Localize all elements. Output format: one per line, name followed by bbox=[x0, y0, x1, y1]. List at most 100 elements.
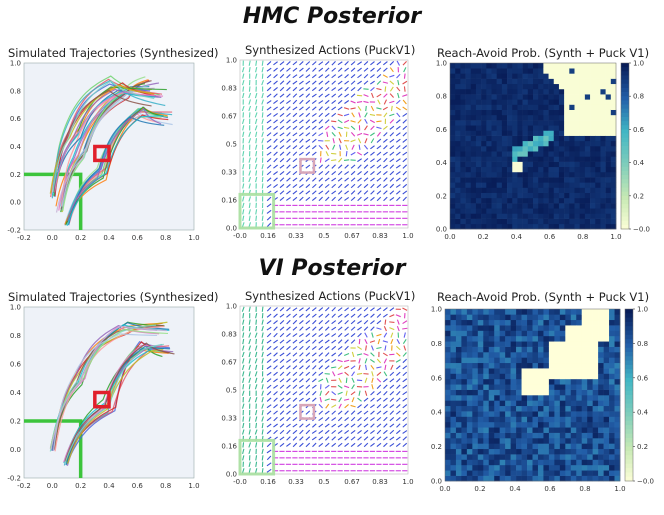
heatmap-cell bbox=[461, 314, 468, 321]
heatmap-cell bbox=[477, 352, 484, 358]
action-arrow bbox=[286, 319, 291, 325]
heatmap-cell bbox=[570, 325, 577, 331]
heatmap-cell bbox=[527, 400, 533, 407]
heatmap-cell bbox=[475, 114, 482, 121]
heatmap-cell bbox=[579, 218, 586, 225]
action-arrow bbox=[305, 442, 311, 448]
action-arrow bbox=[312, 326, 317, 331]
heatmap-cell bbox=[570, 341, 577, 347]
heatmap-cell bbox=[614, 330, 621, 337]
colorbar-segment bbox=[621, 175, 629, 180]
action-arrow bbox=[305, 436, 311, 441]
heatmap-cell bbox=[610, 182, 617, 188]
action-arrow bbox=[324, 86, 330, 92]
heatmap-cell bbox=[579, 94, 586, 100]
action-arrow bbox=[365, 105, 367, 112]
heatmap-cell bbox=[614, 427, 621, 433]
heatmap-cell bbox=[570, 357, 577, 364]
heatmap-cell bbox=[595, 135, 601, 142]
heatmap-cell bbox=[537, 335, 544, 342]
heatmap-cell bbox=[512, 88, 518, 95]
heatmap-cell bbox=[609, 448, 615, 455]
heatmap-cell bbox=[598, 427, 604, 433]
heatmap-cell bbox=[553, 218, 560, 225]
heatmap-cell bbox=[565, 432, 572, 439]
heatmap-cell bbox=[548, 357, 555, 364]
heatmap-cell bbox=[569, 120, 575, 126]
action-arrow bbox=[261, 384, 264, 390]
action-arrow bbox=[311, 87, 317, 92]
heatmap-cell bbox=[499, 411, 506, 417]
heatmap-cell bbox=[499, 352, 506, 358]
heatmap-cell bbox=[574, 63, 580, 69]
colorbar-tick-label: 0.2 bbox=[633, 192, 644, 200]
heatmap-cell bbox=[548, 177, 555, 183]
heatmap-cell bbox=[603, 362, 610, 369]
action-arrow bbox=[266, 306, 272, 312]
heatmap-cell bbox=[510, 325, 517, 331]
heatmap-cell bbox=[598, 421, 604, 428]
action-arrow bbox=[266, 429, 272, 435]
heatmap-cell bbox=[455, 470, 462, 476]
heatmap-cell bbox=[581, 448, 588, 455]
action-arrow bbox=[299, 345, 304, 351]
heatmap-cell bbox=[466, 454, 473, 460]
heatmap-cell bbox=[533, 125, 539, 131]
action-arrow bbox=[350, 423, 356, 428]
action-arrow bbox=[248, 170, 251, 176]
heatmap-cell bbox=[564, 213, 570, 219]
heatmap-cell bbox=[543, 120, 549, 126]
heatmap-cell bbox=[522, 151, 529, 157]
action-arrow bbox=[286, 410, 291, 415]
action-arrow bbox=[324, 93, 330, 98]
heatmap-cell bbox=[592, 438, 599, 444]
heatmap-cell bbox=[491, 135, 497, 142]
heatmap-cell bbox=[559, 314, 566, 321]
colorbar-segment bbox=[625, 407, 633, 413]
heatmap-cell bbox=[455, 448, 462, 455]
heatmap-cell bbox=[590, 88, 596, 95]
action-arrow bbox=[370, 423, 375, 428]
heatmap-cell bbox=[501, 78, 508, 85]
heatmap-cell bbox=[579, 78, 586, 85]
heatmap-cell bbox=[610, 166, 617, 173]
action-arrow bbox=[299, 138, 304, 144]
action-arrow bbox=[338, 397, 342, 403]
action-arrow bbox=[255, 455, 258, 461]
heatmap-cell bbox=[532, 325, 539, 331]
action-arrow bbox=[305, 164, 311, 169]
heatmap-cell bbox=[496, 109, 503, 116]
action-arrow bbox=[266, 222, 272, 228]
action-arrow bbox=[371, 371, 374, 377]
heatmap-cell bbox=[527, 405, 533, 412]
heatmap-cell bbox=[537, 368, 544, 374]
heatmap-cell bbox=[491, 203, 497, 209]
heatmap-cell bbox=[527, 314, 533, 321]
colorbar-segment bbox=[621, 212, 629, 217]
action-arrow bbox=[273, 100, 278, 104]
heatmap-cell bbox=[501, 208, 508, 214]
x-tick-label: 0.2 bbox=[75, 234, 86, 242]
action-arrow bbox=[286, 345, 291, 351]
heatmap-cell bbox=[595, 166, 601, 173]
action-arrow bbox=[286, 190, 291, 195]
action-arrow bbox=[241, 390, 245, 396]
action-arrow bbox=[318, 339, 324, 344]
heatmap-cell bbox=[455, 325, 462, 331]
heatmap-cell bbox=[481, 213, 487, 219]
heatmap-cell bbox=[558, 99, 565, 105]
action-arrow bbox=[389, 183, 395, 189]
heatmap-cell bbox=[455, 427, 462, 433]
action-arrow bbox=[344, 423, 349, 428]
heatmap-cell bbox=[576, 314, 583, 321]
heatmap-cell bbox=[510, 357, 517, 364]
heatmap-cell bbox=[610, 135, 617, 142]
heatmap-cell bbox=[486, 182, 492, 188]
heatmap-cell bbox=[499, 309, 506, 315]
heatmap-cell bbox=[465, 166, 472, 173]
heatmap-cell bbox=[477, 459, 484, 466]
heatmap-cell bbox=[460, 94, 466, 100]
heatmap-cell bbox=[450, 213, 456, 219]
heatmap-cell bbox=[527, 319, 533, 326]
heatmap-cell bbox=[522, 146, 529, 152]
